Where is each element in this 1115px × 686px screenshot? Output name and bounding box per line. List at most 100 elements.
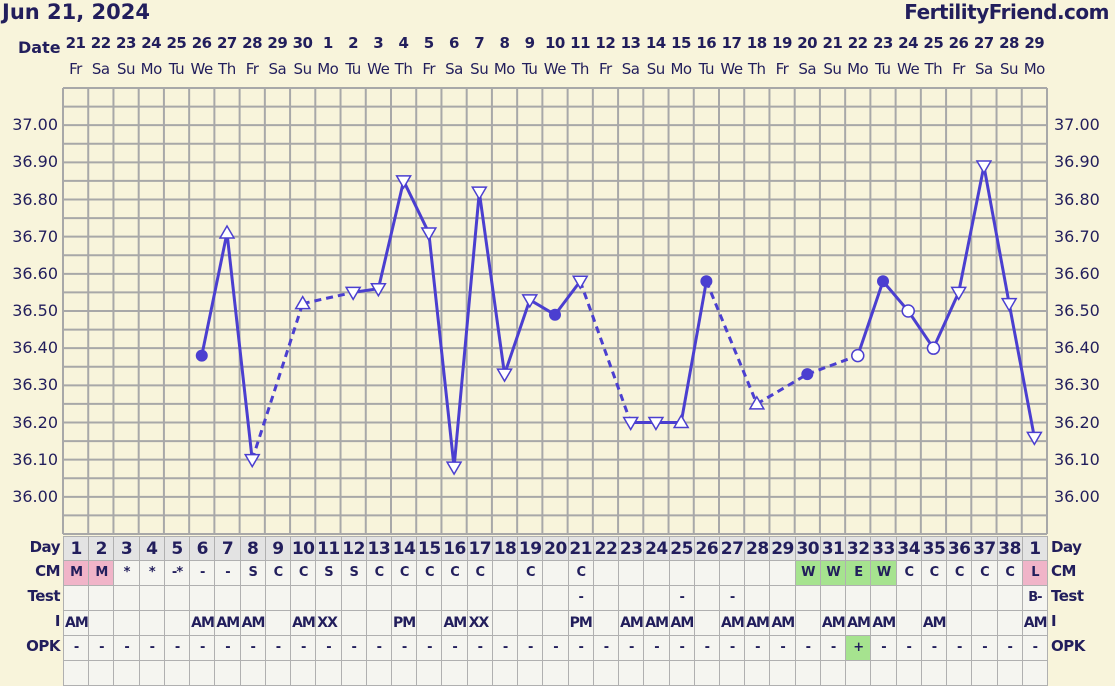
i-cell[interactable]: AM (769, 610, 796, 636)
i-cell[interactable] (340, 610, 367, 636)
test-cell[interactable]: - (719, 585, 746, 611)
cycle-day-cell[interactable]: 36 (946, 536, 973, 562)
cm-cell[interactable]: * (138, 560, 165, 586)
cm-cell[interactable]: C (441, 560, 468, 586)
i-cell[interactable] (365, 610, 392, 636)
empty-cell[interactable] (618, 660, 645, 686)
opk-cell[interactable]: - (618, 635, 645, 661)
test-cell[interactable] (138, 585, 165, 611)
cycle-day-cell[interactable]: 9 (264, 536, 292, 562)
i-cell[interactable]: AM (668, 610, 695, 636)
i-cell[interactable] (996, 610, 1023, 636)
empty-cell[interactable] (592, 660, 620, 686)
opk-cell[interactable]: - (769, 635, 796, 661)
opk-cell[interactable]: - (592, 635, 620, 661)
test-cell[interactable] (895, 585, 922, 611)
empty-cell[interactable] (895, 660, 922, 686)
cycle-day-cell[interactable]: 5 (163, 536, 191, 562)
opk-cell[interactable]: - (138, 635, 165, 661)
test-cell[interactable] (744, 585, 771, 611)
opk-cell[interactable]: - (264, 635, 292, 661)
empty-cell[interactable] (113, 660, 140, 686)
test-cell[interactable] (290, 585, 317, 611)
cycle-day-cell[interactable]: 15 (416, 536, 443, 562)
i-cell[interactable] (592, 610, 620, 636)
empty-cell[interactable] (441, 660, 468, 686)
i-cell[interactable] (88, 610, 115, 636)
cm-cell[interactable]: * (113, 560, 140, 586)
cycle-day-cell[interactable]: 13 (365, 536, 392, 562)
cycle-day-cell[interactable]: 33 (870, 536, 897, 562)
i-cell[interactable]: AM (870, 610, 897, 636)
cycle-day-cell[interactable]: 38 (996, 536, 1023, 562)
cycle-day-cell[interactable]: 11 (315, 536, 342, 562)
i-cell[interactable] (264, 610, 292, 636)
opk-cell[interactable]: - (719, 635, 746, 661)
empty-cell[interactable] (567, 660, 594, 686)
test-cell[interactable] (517, 585, 544, 611)
test-cell[interactable] (845, 585, 872, 611)
cm-cell[interactable] (769, 560, 796, 586)
empty-cell[interactable] (870, 660, 897, 686)
empty-cell[interactable] (668, 660, 695, 686)
cycle-day-cell[interactable]: 30 (794, 536, 821, 562)
empty-cell[interactable] (542, 660, 569, 686)
empty-cell[interactable] (971, 660, 998, 686)
i-cell[interactable] (491, 610, 519, 636)
i-cell[interactable] (542, 610, 569, 636)
cycle-day-cell[interactable]: 2 (88, 536, 115, 562)
empty-cell[interactable] (819, 660, 847, 686)
i-cell[interactable]: AM (63, 610, 90, 636)
i-cell[interactable]: AM (441, 610, 468, 636)
opk-cell[interactable]: - (693, 635, 720, 661)
cycle-day-cell[interactable]: 1 (63, 536, 90, 562)
cm-cell[interactable]: C (920, 560, 948, 586)
i-cell[interactable] (895, 610, 922, 636)
test-cell[interactable] (63, 585, 90, 611)
test-cell[interactable] (542, 585, 569, 611)
test-cell[interactable] (794, 585, 821, 611)
cm-cell[interactable]: - (214, 560, 241, 586)
empty-cell[interactable] (189, 660, 216, 686)
cycle-day-cell[interactable]: 10 (290, 536, 317, 562)
test-cell[interactable] (391, 585, 418, 611)
test-cell[interactable] (643, 585, 670, 611)
i-cell[interactable]: AM (920, 610, 948, 636)
cm-cell[interactable] (744, 560, 771, 586)
cm-cell[interactable]: W (819, 560, 847, 586)
cm-cell[interactable]: C (895, 560, 922, 586)
cm-cell[interactable]: - (189, 560, 216, 586)
empty-cell[interactable] (63, 660, 90, 686)
test-cell[interactable] (996, 585, 1023, 611)
test-cell[interactable] (264, 585, 292, 611)
cycle-day-cell[interactable]: 14 (391, 536, 418, 562)
opk-cell[interactable]: - (794, 635, 821, 661)
empty-cell[interactable] (1021, 660, 1048, 686)
opk-cell[interactable]: - (88, 635, 115, 661)
i-cell[interactable] (163, 610, 191, 636)
empty-cell[interactable] (769, 660, 796, 686)
cycle-day-cell[interactable]: 6 (189, 536, 216, 562)
cm-cell[interactable]: C (466, 560, 493, 586)
cycle-day-cell[interactable]: 27 (719, 536, 746, 562)
cm-cell[interactable]: M (88, 560, 115, 586)
cm-cell[interactable]: C (971, 560, 998, 586)
i-cell[interactable]: AM (189, 610, 216, 636)
cm-cell[interactable] (643, 560, 670, 586)
test-cell[interactable] (592, 585, 620, 611)
test-cell[interactable] (88, 585, 115, 611)
test-cell[interactable] (365, 585, 392, 611)
cycle-day-cell[interactable]: 22 (592, 536, 620, 562)
test-cell[interactable] (466, 585, 493, 611)
test-cell[interactable] (819, 585, 847, 611)
cm-cell[interactable] (618, 560, 645, 586)
empty-cell[interactable] (744, 660, 771, 686)
cm-cell[interactable]: C (391, 560, 418, 586)
empty-cell[interactable] (290, 660, 317, 686)
test-cell[interactable] (870, 585, 897, 611)
i-cell[interactable] (794, 610, 821, 636)
cm-cell[interactable]: S (315, 560, 342, 586)
opk-cell[interactable]: - (365, 635, 392, 661)
opk-cell[interactable]: - (971, 635, 998, 661)
opk-cell[interactable]: - (870, 635, 897, 661)
